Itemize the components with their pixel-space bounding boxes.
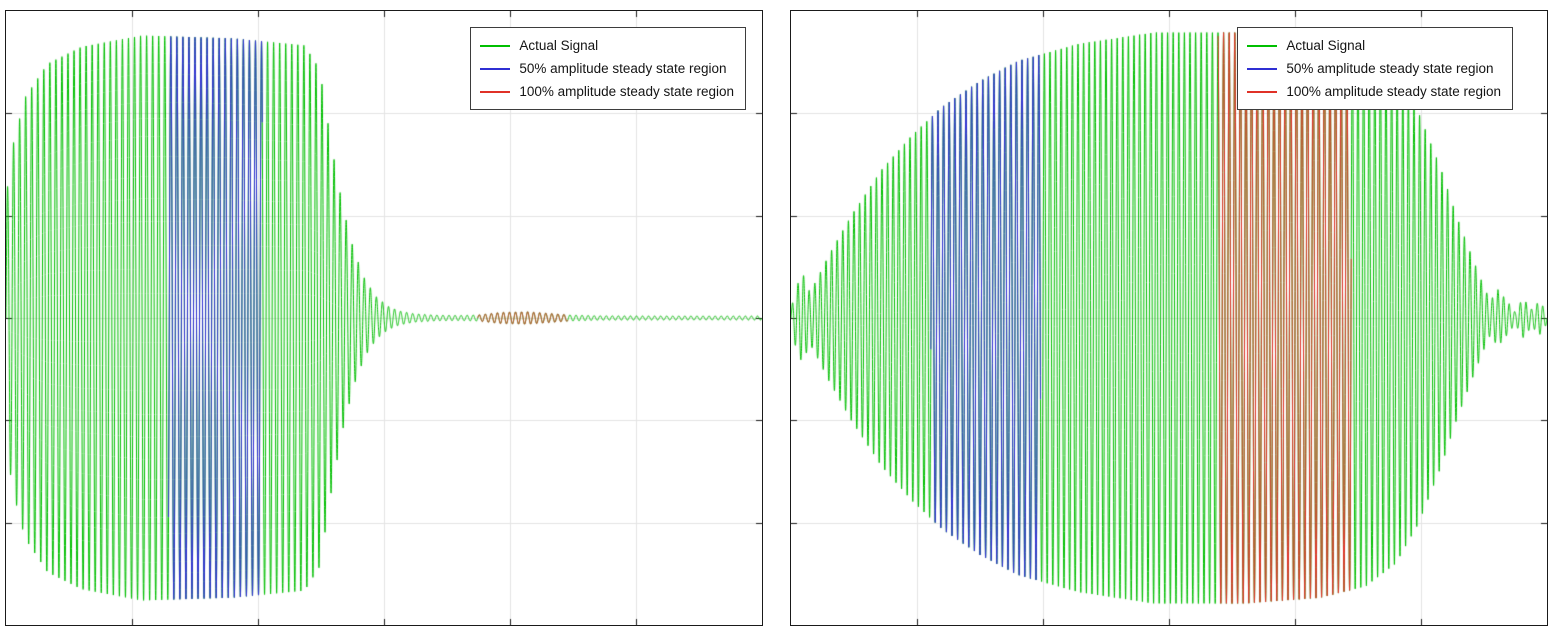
legend-line-sample-green <box>480 44 511 47</box>
right-plot-canvas <box>791 11 1547 625</box>
legend-item-50-region: 50% amplitude steady state region <box>480 59 734 78</box>
left-plot: Actual Signal 50% amplitude steady state… <box>5 10 763 626</box>
legend-label-actual-signal: Actual Signal <box>1286 37 1366 53</box>
left-legend: Actual Signal 50% amplitude steady state… <box>470 27 746 110</box>
legend-label-100-region: 100% amplitude steady state region <box>1286 83 1501 99</box>
right-plot: Actual Signal 50% amplitude steady state… <box>790 10 1548 626</box>
legend-line-sample-red <box>1247 90 1278 93</box>
legend-label-actual-signal: Actual Signal <box>519 37 599 53</box>
legend-item-actual-signal: Actual Signal <box>1247 36 1501 55</box>
legend-line-sample-blue <box>1247 67 1278 70</box>
legend-label-50-region: 50% amplitude steady state region <box>1286 60 1494 76</box>
right-legend: Actual Signal 50% amplitude steady state… <box>1237 27 1513 110</box>
legend-label-100-region: 100% amplitude steady state region <box>519 83 734 99</box>
left-plot-canvas <box>6 11 762 625</box>
legend-line-sample-green <box>1247 44 1278 47</box>
legend-item-100-region: 100% amplitude steady state region <box>480 82 734 101</box>
legend-label-50-region: 50% amplitude steady state region <box>519 60 727 76</box>
legend-item-100-region: 100% amplitude steady state region <box>1247 82 1501 101</box>
legend-line-sample-blue <box>480 67 511 70</box>
legend-item-actual-signal: Actual Signal <box>480 36 734 55</box>
legend-line-sample-red <box>480 90 511 93</box>
legend-item-50-region: 50% amplitude steady state region <box>1247 59 1501 78</box>
